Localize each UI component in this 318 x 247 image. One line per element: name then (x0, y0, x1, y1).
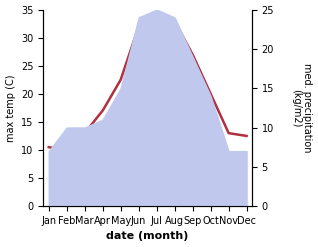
Y-axis label: max temp (C): max temp (C) (5, 74, 16, 142)
Y-axis label: med. precipitation
(kg/m2): med. precipitation (kg/m2) (291, 63, 313, 153)
X-axis label: date (month): date (month) (107, 231, 189, 242)
